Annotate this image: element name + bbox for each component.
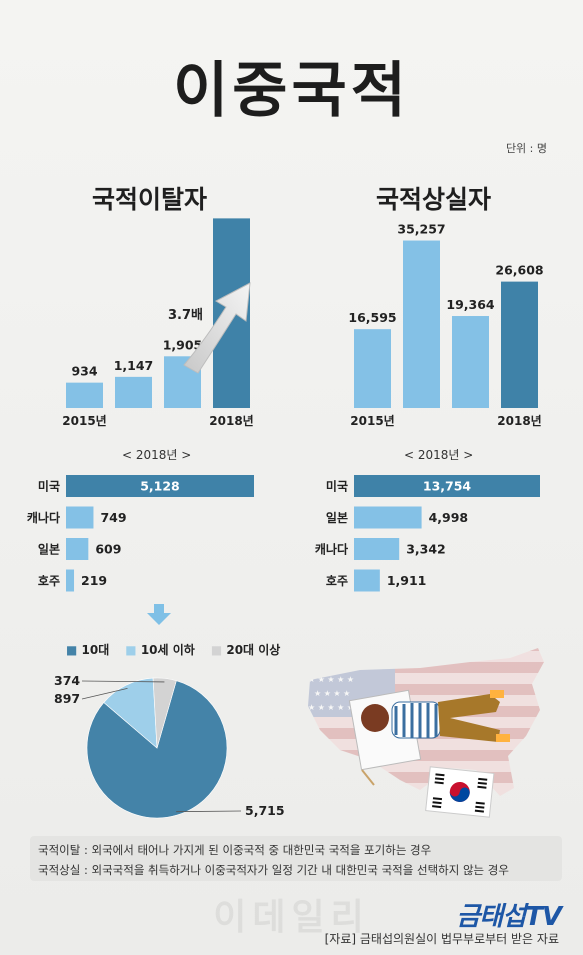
bar <box>66 382 103 408</box>
category-label: 호주 <box>38 574 60 588</box>
hbar-value-label: 13,754 <box>423 479 472 494</box>
svg-text:★ ★ ★ ★: ★ ★ ★ ★ <box>314 661 350 670</box>
pie-legend: ■ 10대 ■ 10세 이하 ■ 20대 이상 <box>66 641 280 658</box>
loss-country-chart: 미국 13,754 일본 4,998 캐나다 3,342 호주 1,911 <box>315 475 540 592</box>
hbar-value-label: 749 <box>100 510 126 525</box>
svg-text:★ ★ ★ ★ ★: ★ ★ ★ ★ ★ <box>308 647 354 656</box>
x-tick-label: 2015년 <box>62 414 106 428</box>
bar-value-label: 1,147 <box>114 358 154 373</box>
hbar <box>354 538 400 560</box>
bar <box>452 316 489 408</box>
horizontal-bar-charts: 미국 5,128 캐나다 749 일본 609 호주 219 미국 13,754 일본 4,998 캐… <box>27 475 540 592</box>
source-note: [자료] 금태섭의원실이 법무부로부터 받은 자료 <box>324 932 559 946</box>
category-label: 호주 <box>326 574 348 588</box>
svg-text:★ ★ ★ ★ ★: ★ ★ ★ ★ ★ <box>308 675 354 684</box>
bar <box>501 281 538 408</box>
category-label: 캐나다 <box>315 542 348 557</box>
bar <box>115 376 152 408</box>
bar-value-label: 26,608 <box>495 263 543 278</box>
legend-item-over20: ■ 20대 이상 <box>210 643 281 657</box>
definitions-box: 국적이탈 : 외국에서 태어나 가지게 된 이중국적 중 대한민국 국적을 포기… <box>30 836 562 881</box>
bar-value-label: 1,905 <box>163 337 203 352</box>
korean-flag-icon <box>425 766 495 818</box>
bar <box>403 240 440 408</box>
bar-value-label: 35,257 <box>397 222 445 237</box>
unit-label: 단위 : 명 <box>505 142 547 155</box>
bar-value-label: 16,595 <box>348 310 396 325</box>
x-tick-label: 2018년 <box>209 414 253 428</box>
growth-arrow-icon <box>183 282 251 374</box>
pie-value-label: 374 <box>54 673 80 688</box>
person-illustration <box>348 689 510 786</box>
pie-slice <box>152 677 177 749</box>
svg-text:★ ★ ★ ★ ★: ★ ★ ★ ★ ★ <box>308 703 354 712</box>
brand-logo: 금태섭TV <box>456 902 562 932</box>
down-arrow-icon <box>147 604 171 625</box>
growth-annotation: 3.7배 <box>168 308 203 323</box>
category-label: 미국 <box>38 479 60 494</box>
svg-text:★ ★ ★ ★: ★ ★ ★ ★ <box>314 689 350 698</box>
loss-chart: 16,595 2015년 35,257 19,364 26,608 2018년 <box>348 222 543 428</box>
renunciation-title: 국적이탈자 <box>92 185 208 214</box>
hbar <box>66 475 254 497</box>
note-loss: 국적상실 : 외국국적을 취득하거나 이중국적자가 일정 기간 내 대한민국 국… <box>38 863 509 877</box>
legend-item-teen: ■ 10대 <box>66 643 110 657</box>
hbar <box>354 569 380 592</box>
hbar <box>354 506 422 529</box>
bar-value-label: 19,364 <box>446 297 495 312</box>
bar <box>354 329 391 408</box>
hbar <box>66 538 89 560</box>
hbar <box>66 569 75 592</box>
pie-value-label: 5,715 <box>245 803 285 818</box>
pie-slice <box>103 677 158 749</box>
legend-item-under10: ■ 10세 이하 <box>125 643 195 657</box>
hbar-value-label: 4,998 <box>429 510 469 525</box>
bar-value-label: 934 <box>71 364 97 379</box>
hbar-value-label: 219 <box>81 573 107 588</box>
pie-slice <box>86 680 228 819</box>
pie-leader-line <box>176 810 242 813</box>
hbar <box>66 506 94 529</box>
age-pie-chart: 5,715 897 374 <box>54 673 285 819</box>
category-label: 미국 <box>326 479 348 494</box>
hbar-value-label: 3,342 <box>406 542 446 557</box>
main-title: 이중국적 <box>173 56 410 126</box>
category-label: 캐나다 <box>27 510 60 525</box>
category-label: 일본 <box>326 511 348 525</box>
illustration-us-korea: ★ ★ ★ ★ ★ ★ ★ ★ ★ ★ ★ ★ ★ ★ ★ ★ ★ ★ ★ ★ … <box>308 647 544 818</box>
hbar-value-label: 5,128 <box>140 479 180 494</box>
x-tick-label: 2018년 <box>497 414 541 428</box>
note-renunciation: 국적이탈 : 외국에서 태어나 가지게 된 이중국적 중 대한민국 국적을 포기… <box>38 843 432 857</box>
watermark: 이데일리 <box>213 897 370 938</box>
x-tick-label: 2015년 <box>350 414 394 428</box>
hbar <box>354 475 540 497</box>
pie-leader-line <box>81 688 128 700</box>
renunciation-country-chart: 미국 5,128 캐나다 749 일본 609 호주 219 <box>27 475 254 592</box>
year-heading-left: < 2018년 > <box>122 448 192 462</box>
loss-title: 국적상실자 <box>376 185 492 214</box>
pie-leader-line <box>81 680 165 683</box>
hbar-value-label: 609 <box>95 542 121 557</box>
year-heading-right: < 2018년 > <box>404 448 474 462</box>
pie-value-label: 897 <box>54 691 80 706</box>
category-label: 일본 <box>38 543 60 557</box>
hbar-value-label: 1,911 <box>387 573 427 588</box>
